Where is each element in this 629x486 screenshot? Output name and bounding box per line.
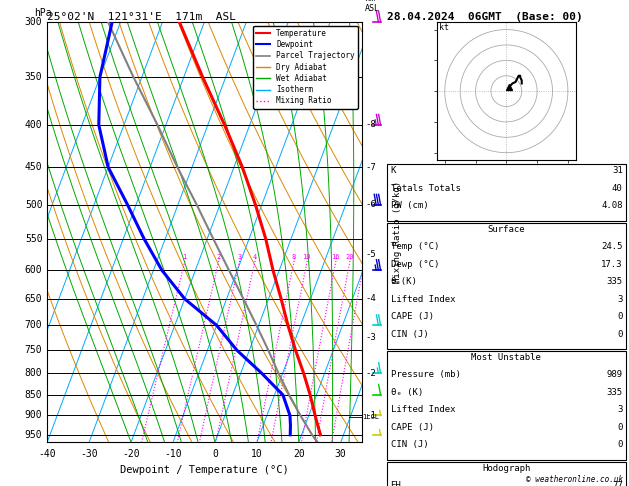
Text: 335: 335 <box>606 277 623 286</box>
Text: Pressure (mb): Pressure (mb) <box>391 370 460 380</box>
Text: Lifted Index: Lifted Index <box>391 405 455 415</box>
Text: 500: 500 <box>25 200 43 210</box>
Text: 750: 750 <box>25 345 43 355</box>
Text: 335: 335 <box>606 388 623 397</box>
Text: Surface: Surface <box>487 225 525 234</box>
Legend: Temperature, Dewpoint, Parcel Trajectory, Dry Adiabat, Wet Adiabat, Isotherm, Mi: Temperature, Dewpoint, Parcel Trajectory… <box>253 26 358 108</box>
Text: 450: 450 <box>25 162 43 172</box>
Text: 4.08: 4.08 <box>601 201 623 210</box>
Text: θₑ(K): θₑ(K) <box>391 277 418 286</box>
Text: -5: -5 <box>365 250 376 260</box>
Text: Hodograph: Hodograph <box>482 464 530 473</box>
Text: 17.3: 17.3 <box>601 260 623 269</box>
Text: © weatheronline.co.uk: © weatheronline.co.uk <box>526 474 623 484</box>
Text: 40: 40 <box>612 184 623 193</box>
Text: 400: 400 <box>25 120 43 130</box>
Text: -3: -3 <box>365 333 376 343</box>
Text: 77: 77 <box>612 481 623 486</box>
Text: -4: -4 <box>365 295 376 303</box>
Text: 31: 31 <box>612 166 623 175</box>
Text: 850: 850 <box>25 390 43 400</box>
Text: 3: 3 <box>237 254 242 260</box>
Text: Lifted Index: Lifted Index <box>391 295 455 304</box>
Text: -7: -7 <box>365 163 376 172</box>
Text: 1: 1 <box>182 254 186 260</box>
Text: 16: 16 <box>331 254 340 260</box>
Text: -6: -6 <box>365 200 376 209</box>
Text: Totals Totals: Totals Totals <box>391 184 460 193</box>
Text: -10: -10 <box>164 449 182 459</box>
Text: 10: 10 <box>251 449 263 459</box>
Text: -2: -2 <box>365 369 376 378</box>
Text: 300: 300 <box>25 17 43 27</box>
Text: 3: 3 <box>617 405 623 415</box>
Text: 350: 350 <box>25 72 43 82</box>
Text: 989: 989 <box>606 370 623 380</box>
Text: 700: 700 <box>25 320 43 330</box>
Text: 20: 20 <box>293 449 304 459</box>
Text: -40: -40 <box>38 449 56 459</box>
Text: 24.5: 24.5 <box>601 242 623 251</box>
Text: 2: 2 <box>216 254 220 260</box>
Text: 25°02'N  121°31'E  171m  ASL: 25°02'N 121°31'E 171m ASL <box>47 12 236 22</box>
Text: Temp (°C): Temp (°C) <box>391 242 439 251</box>
Text: 950: 950 <box>25 430 43 440</box>
Text: 8: 8 <box>292 254 296 260</box>
Text: 0: 0 <box>617 423 623 432</box>
Text: 3: 3 <box>617 295 623 304</box>
Text: -1: -1 <box>365 411 376 420</box>
Text: 650: 650 <box>25 294 43 304</box>
Text: 600: 600 <box>25 265 43 275</box>
Text: 0: 0 <box>617 330 623 339</box>
Text: -30: -30 <box>81 449 98 459</box>
Text: 550: 550 <box>25 234 43 244</box>
Text: CIN (J): CIN (J) <box>391 330 428 339</box>
Text: Most Unstable: Most Unstable <box>471 353 542 362</box>
X-axis label: Dewpoint / Temperature (°C): Dewpoint / Temperature (°C) <box>120 466 289 475</box>
Text: 28.04.2024  06GMT  (Base: 00): 28.04.2024 06GMT (Base: 00) <box>387 12 582 22</box>
Text: 4: 4 <box>252 254 257 260</box>
Text: 20: 20 <box>345 254 354 260</box>
Text: 900: 900 <box>25 411 43 420</box>
Text: -20: -20 <box>122 449 140 459</box>
Text: CAPE (J): CAPE (J) <box>391 423 433 432</box>
Text: kt: kt <box>438 23 448 33</box>
Text: 30: 30 <box>335 449 347 459</box>
Text: 1LCL: 1LCL <box>362 415 379 420</box>
Text: K: K <box>391 166 396 175</box>
Text: Mixing Ratio (g/kg): Mixing Ratio (g/kg) <box>393 181 402 283</box>
Text: CIN (J): CIN (J) <box>391 440 428 450</box>
Text: 0: 0 <box>617 312 623 321</box>
Text: 10: 10 <box>303 254 311 260</box>
Text: hPa: hPa <box>35 8 52 17</box>
Text: -8: -8 <box>365 121 376 129</box>
Text: θₑ (K): θₑ (K) <box>391 388 423 397</box>
Text: EH: EH <box>391 481 401 486</box>
Text: 0: 0 <box>617 440 623 450</box>
Text: 800: 800 <box>25 368 43 378</box>
Text: km
ASL: km ASL <box>365 0 380 14</box>
Text: 0: 0 <box>212 449 218 459</box>
Text: CAPE (J): CAPE (J) <box>391 312 433 321</box>
Text: Dewp (°C): Dewp (°C) <box>391 260 439 269</box>
Text: PW (cm): PW (cm) <box>391 201 428 210</box>
